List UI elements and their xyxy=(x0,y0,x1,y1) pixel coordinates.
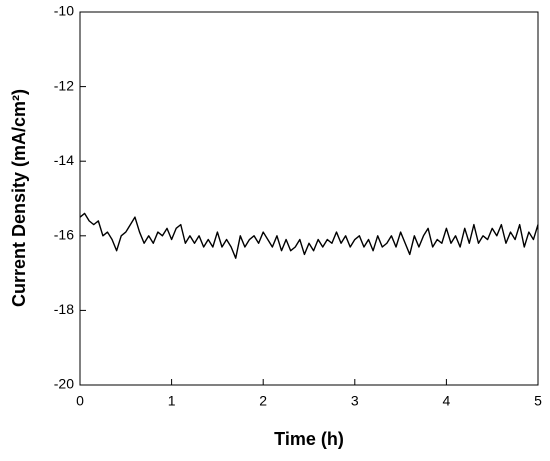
x-tick-label: 4 xyxy=(443,393,451,409)
x-tick-label: 0 xyxy=(76,393,84,409)
x-axis-title: Time (h) xyxy=(274,429,344,449)
y-axis-title: Current Density (mA/cm²) xyxy=(9,89,29,307)
y-tick-label: -16 xyxy=(54,227,74,243)
y-tick-label: -12 xyxy=(54,77,74,93)
y-tick-label: -18 xyxy=(54,301,74,317)
plot-frame xyxy=(79,11,539,386)
x-tick-label: 2 xyxy=(259,393,267,409)
x-tick-label: 3 xyxy=(351,393,359,409)
data-line xyxy=(79,212,539,259)
y-tick-label: -20 xyxy=(54,376,74,392)
y-tick-label: -14 xyxy=(54,152,74,168)
x-tick-label: 5 xyxy=(534,393,542,409)
y-tick-label: -10 xyxy=(54,3,74,19)
x-tick-label: 1 xyxy=(168,393,176,409)
